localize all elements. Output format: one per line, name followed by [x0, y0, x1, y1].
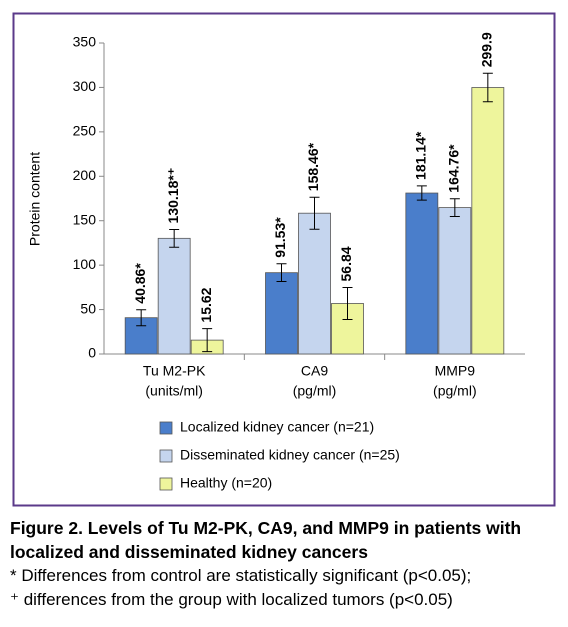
bar — [438, 207, 472, 355]
bar — [298, 212, 331, 355]
x-tick-unit: (units/ml) — [145, 383, 203, 399]
value-label: 56.84 — [338, 246, 354, 281]
frame — [12, 12, 556, 507]
bar — [265, 272, 298, 355]
error-bar — [309, 196, 320, 230]
x-tick-label: Tu M2-PK — [143, 363, 206, 379]
x-tick-label: CA9 — [301, 363, 328, 379]
y-axis-label: Protein content — [27, 152, 43, 246]
legend-label: Disseminated kidney cancer (n=25) — [180, 447, 400, 463]
bar — [157, 237, 191, 355]
error-bar — [416, 185, 427, 201]
y-tick-label: 200 — [73, 167, 97, 183]
y-tick-label: 150 — [73, 211, 97, 227]
bar — [471, 87, 505, 355]
y-tick-label: 100 — [73, 256, 97, 272]
y-tick-label: 0 — [88, 345, 96, 361]
value-label: 91.53* — [272, 217, 288, 258]
error-bar — [136, 309, 147, 327]
legend-label: Healthy (n=20) — [180, 475, 272, 491]
value-label: 164.76* — [446, 144, 462, 193]
x-tick-unit: (pg/ml) — [293, 383, 337, 399]
value-label: 299.9 — [479, 32, 495, 67]
error-bar — [449, 198, 460, 217]
error-bar — [202, 328, 213, 353]
value-label: 15.62 — [198, 287, 214, 322]
value-label: 158.46* — [305, 142, 321, 191]
error-bar — [342, 286, 353, 320]
bar — [405, 192, 439, 355]
caption-title: Figure 2. Levels of Tu M2-PK, CA9, and M… — [10, 518, 522, 562]
value-label: 130.18*⁺ — [165, 168, 181, 224]
legend-swatch — [159, 421, 173, 435]
caption-note: ⁺ differences from the group with locali… — [10, 590, 453, 609]
x-tick-unit: (pg/ml) — [433, 383, 477, 399]
error-bar — [276, 263, 287, 283]
legend-label: Localized kidney cancer (n=21) — [180, 419, 374, 435]
value-label: 40.86* — [132, 263, 148, 304]
caption: Figure 2. Levels of Tu M2-PK, CA9, and M… — [10, 516, 560, 612]
y-tick-label: 350 — [73, 34, 97, 50]
error-bar — [482, 72, 493, 103]
error-bar — [169, 228, 180, 248]
value-label: 181.14* — [413, 131, 429, 180]
x-tick-label: MMP9 — [435, 363, 476, 379]
caption-note: * Differences from control are statistic… — [10, 566, 472, 585]
y-tick-label: 250 — [73, 123, 97, 139]
y-tick-label: 50 — [80, 300, 96, 316]
legend-swatch — [159, 449, 173, 463]
legend-swatch — [159, 477, 173, 491]
y-tick-label: 300 — [73, 78, 97, 94]
